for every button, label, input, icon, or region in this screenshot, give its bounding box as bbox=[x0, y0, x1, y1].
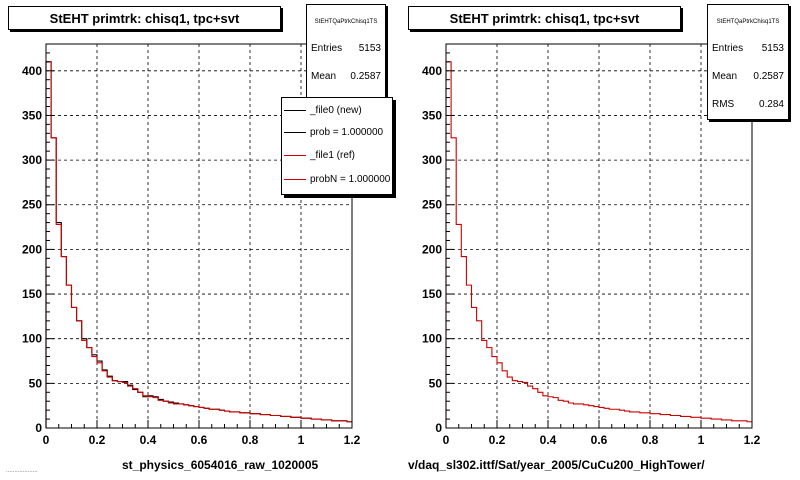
x-tick-label: 1 bbox=[698, 433, 705, 447]
chart-title-left: StEHT primtrk: chisq1, tpc+svt bbox=[8, 6, 281, 30]
x-tick-label: 0 bbox=[443, 433, 450, 447]
x-tick-label: 0.6 bbox=[591, 433, 608, 447]
x-tick-label: 1 bbox=[298, 433, 305, 447]
stats-rms-label: RMS bbox=[712, 99, 735, 110]
y-tick-label: 150 bbox=[22, 287, 42, 301]
legend-label: _file1 (ref) bbox=[310, 149, 356, 161]
legend-entry: probN = 1.000000 bbox=[282, 169, 390, 189]
stats-mean-label: Mean bbox=[311, 71, 337, 82]
legend-label: probN = 1.000000 bbox=[310, 173, 391, 185]
y-tick-label: 0 bbox=[35, 421, 42, 435]
y-tick-label: 200 bbox=[422, 242, 442, 256]
stats-entries-row: Entries 5153 bbox=[311, 43, 381, 54]
y-tick-label: 50 bbox=[429, 376, 443, 390]
legend-swatch bbox=[284, 178, 306, 180]
y-tick-label: 150 bbox=[422, 287, 442, 301]
x-tick-label: 0 bbox=[43, 433, 50, 447]
footer-text: ................... bbox=[6, 468, 38, 474]
histogram-left: 0 0.2 0.4 0.6 0.8 1 1.2 0 50 100 150 200 250 300 350 40… bbox=[22, 43, 361, 447]
y-tick-label: 100 bbox=[22, 332, 42, 346]
x-axis-label-right: v/daq_sl302.ittf/Sat/year_2005/CuCu200_H… bbox=[408, 458, 705, 472]
y-tick-label: 400 bbox=[422, 64, 442, 78]
stats-mean-label: Mean bbox=[712, 71, 738, 82]
y-tick-label: 300 bbox=[422, 153, 442, 167]
left-panel: StEHT primtrk: chisq1, tpc+svt 0 0.2 0.4 0.… bbox=[6, 4, 393, 474]
stats-mean-value: 0.2587 bbox=[350, 71, 381, 82]
histogram-series-line bbox=[445, 61, 752, 428]
stats-entries-value: 5153 bbox=[358, 43, 381, 54]
y-tick-label: 0 bbox=[435, 421, 442, 435]
stats-entries-row: Entries 5153 bbox=[712, 43, 784, 54]
x-tick-label: 0.4 bbox=[140, 433, 157, 447]
stats-mean-row: Mean 0.2587 bbox=[712, 71, 784, 82]
stats-title: StEHTQaPtrkChisq1TS bbox=[716, 19, 780, 25]
x-tick-label: 0.6 bbox=[191, 433, 208, 447]
y-tick-label: 400 bbox=[22, 64, 42, 78]
stats-mean-value: 0.2587 bbox=[753, 71, 784, 82]
legend-entry: _file1 (ref) bbox=[282, 145, 355, 165]
legend-entry: prob = 1.000000 bbox=[282, 122, 383, 142]
stats-rms-row: RMS 0.284 bbox=[712, 99, 784, 110]
histogram-right: 0 0.2 0.4 0.6 0.8 1 1.2 0 50 100 150 200 250 300 350 40… bbox=[422, 43, 761, 447]
legend-swatch bbox=[284, 131, 306, 133]
x-tick-label: 1.2 bbox=[344, 433, 361, 447]
legend-label: prob = 1.000000 bbox=[310, 126, 384, 138]
stats-title: StEHTQaPtrkChisq1TS bbox=[314, 19, 378, 25]
legend-swatch bbox=[284, 154, 306, 156]
legend-left: _file0 (new) prob = 1.000000 _file1 (ref… bbox=[281, 97, 393, 195]
legend-label: _file0 (new) bbox=[310, 104, 362, 116]
legend-swatch bbox=[284, 109, 306, 111]
y-tick-label: 350 bbox=[22, 108, 42, 122]
x-tick-label: 0.2 bbox=[489, 433, 506, 447]
chart-title-right: StEHT primtrk: chisq1, tpc+svt bbox=[408, 6, 681, 30]
stats-entries-label: Entries bbox=[712, 43, 744, 54]
legend-entry: _file0 (new) bbox=[282, 100, 362, 120]
x-tick-label: 0.8 bbox=[642, 433, 659, 447]
y-tick-label: 250 bbox=[422, 198, 442, 212]
x-tick-label: 1.2 bbox=[744, 433, 761, 447]
y-tick-label: 100 bbox=[422, 332, 442, 346]
stats-entries-label: Entries bbox=[311, 43, 343, 54]
y-tick-label: 50 bbox=[29, 376, 43, 390]
histogram-series-line bbox=[45, 61, 352, 428]
stats-entries-value: 5153 bbox=[761, 43, 784, 54]
x-axis-label-left: st_physics_6054016_raw_1020005 bbox=[122, 458, 319, 472]
stats-rms-value: 0.284 bbox=[758, 99, 784, 110]
x-tick-label: 0.2 bbox=[89, 433, 106, 447]
y-tick-label: 250 bbox=[22, 198, 42, 212]
stats-box-right: StEHTQaPtrkChisq1TS Entries 5153 Mean 0.… bbox=[707, 4, 789, 120]
y-tick-label: 350 bbox=[422, 108, 442, 122]
stats-box-left: StEHTQaPtrkChisq1TS Entries 5153 Mean 0.… bbox=[306, 4, 386, 102]
stats-mean-row: Mean 0.2587 bbox=[311, 71, 381, 82]
x-tick-label: 0.4 bbox=[540, 433, 557, 447]
y-tick-label: 200 bbox=[22, 242, 42, 256]
right-panel: StEHT primtrk: chisq1, tpc+svt 0 0.2 0.4 0.… bbox=[400, 0, 800, 480]
x-tick-label: 0.8 bbox=[242, 433, 259, 447]
y-tick-label: 300 bbox=[22, 153, 42, 167]
